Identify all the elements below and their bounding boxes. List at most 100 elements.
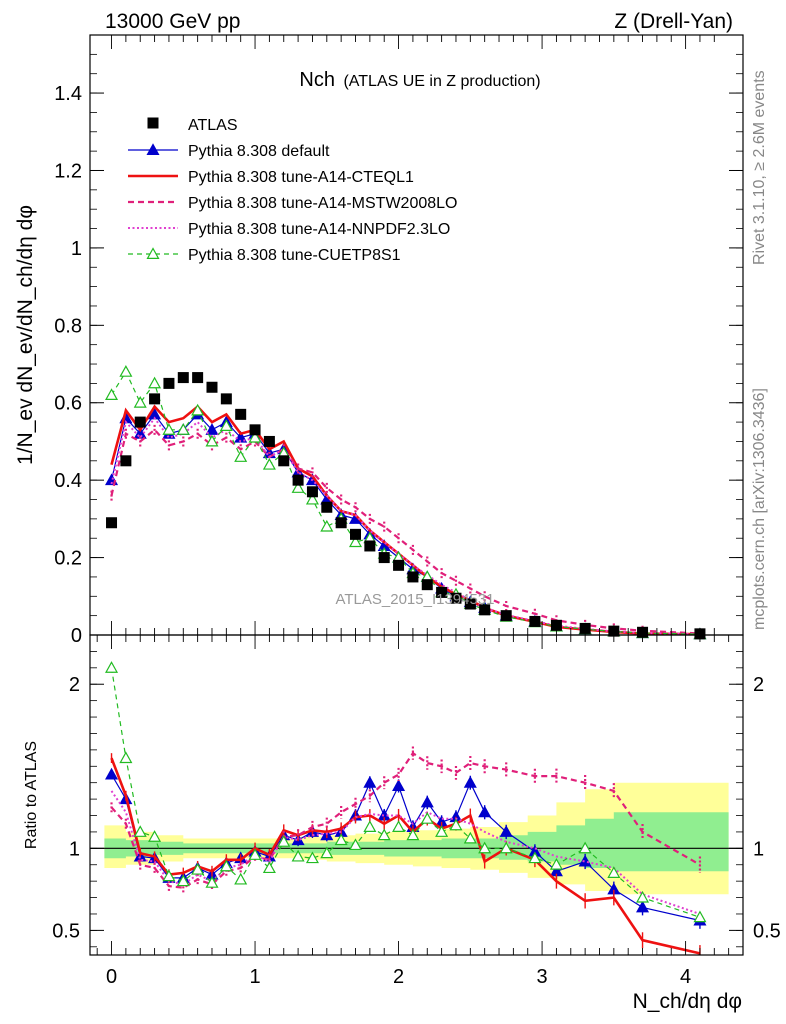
ratio-point-cuetp8s1 [528, 851, 542, 864]
ratio-point-default [420, 795, 434, 808]
ratio-point-cuetp8s1 [435, 825, 449, 837]
data-point-cuetp8s1 [248, 430, 262, 443]
header-left: 13000 GeV pp [105, 10, 240, 33]
x-tick-label: 2 [393, 966, 404, 988]
legend-marker-default [146, 143, 160, 155]
x-tick-label: 3 [537, 966, 548, 988]
data-point-atlas [149, 393, 161, 405]
ratio-point-cuetp8s1 [549, 858, 563, 870]
ratio-y-tick-label-right: 2 [753, 674, 764, 696]
data-point-cuetp8s1 [119, 365, 133, 377]
series-line-mstw [110, 751, 701, 889]
plot-title: Nch (ATLAS UE in Z production) [299, 69, 540, 91]
y-tick-label: 1.2 [54, 160, 82, 182]
x-tick-label: 1 [249, 966, 260, 988]
ratio-point-cuetp8s1 [148, 830, 162, 842]
rivet-label: Rivet 3.1.10, ≥ 2.6M events [751, 70, 768, 265]
ratio-point-cuetp8s1 [162, 869, 176, 882]
ratio-point-default [578, 854, 592, 867]
ratio-y-axis: 0.5 0.5 1 1 2 2 [52, 651, 781, 948]
data-point-atlas [292, 474, 304, 486]
data-point-cuetp8s1 [205, 434, 219, 447]
x-axis: 0 1 2 3 4 [96, 635, 730, 988]
data-point-atlas [206, 381, 218, 393]
y-tick-label: 0.4 [54, 470, 82, 492]
main-y-axis-label: 1/N_ev dN_ev/dN_ch/dη dφ [14, 205, 37, 465]
ratio-y-tick-label: 1 [69, 838, 80, 860]
ratio-point-default [363, 775, 377, 788]
data-point-atlas [192, 372, 204, 384]
main-panel: 0 0.2 0.4 0.6 0.8 1 1.2 1.4 1/N_ev dN_ev/dN_ch/… [14, 34, 744, 647]
ratio-point-default [636, 900, 650, 913]
ratio-point-cuetp8s1 [363, 820, 377, 833]
legend-label-default: Pythia 8.308 default [188, 143, 330, 160]
legend: ATLAS Pythia 8.308 default Pythia 8.308 tu… [128, 117, 457, 264]
watermark: ATLAS_2015_I1394531 [335, 591, 494, 608]
ratio-point-cuetp8s1 [578, 841, 592, 854]
series-line-cteql1 [110, 757, 701, 955]
data-point-cuetp8s1 [234, 450, 248, 462]
ratio-y-axis-label: Ratio to ATLAS [23, 741, 40, 849]
ratio-point-default [478, 805, 492, 818]
legend-marker-cuetp8s1 [146, 247, 160, 259]
ratio-y-tick-label: 2 [69, 674, 80, 696]
ratio-point-cuetp8s1 [205, 876, 219, 888]
legend-label-mstw: Pythia 8.308 tune-A14-MSTW2008LO [188, 195, 457, 212]
data-point-atlas [263, 435, 275, 447]
legend-label-nnpdf: Pythia 8.308 tune-A14-NNPDF2.3LO [188, 221, 450, 238]
ratio-point-cuetp8s1 [191, 862, 205, 875]
data-point-cuetp8s1 [262, 457, 276, 470]
ratio-point-default [499, 825, 513, 837]
ratio-frame [89, 634, 744, 956]
data-point-atlas [235, 408, 247, 420]
ratio-point-cuetp8s1 [693, 910, 707, 923]
x-axis-label: N_ch/dη dφ [633, 990, 742, 1013]
legend-marker-atlas [147, 117, 159, 129]
data-point-atlas [407, 571, 419, 583]
data-point-atlas [249, 424, 261, 436]
y-tick-label: 0.6 [54, 393, 82, 415]
ratio-point-cuetp8s1 [320, 846, 334, 859]
ratio-point-cuetp8s1 [463, 831, 477, 844]
data-point-cuetp8s1 [191, 403, 205, 416]
data-point-atlas [220, 393, 232, 405]
svg-text:Nch (ATLAS UE in Z pro: Nch (ATLAS UE in Z production) [299, 69, 540, 91]
ratio-point-cuetp8s1 [348, 838, 363, 851]
legend-label-cteql1: Pythia 8.308 tune-A14-CTEQL1 [188, 169, 414, 186]
ratio-point-cuetp8s1 [420, 812, 434, 824]
data-point-cuetp8s1 [291, 481, 305, 493]
data-point-atlas [321, 501, 333, 513]
data-point-atlas [464, 598, 476, 610]
data-point-atlas [120, 455, 132, 467]
data-point-cuetp8s1 [162, 423, 176, 435]
data-point-atlas [421, 579, 433, 591]
plot-title-sub: (ATLAS UE in Z production) [343, 73, 540, 90]
data-point-atlas [306, 486, 318, 498]
series-line-nnpdf [110, 416, 700, 636]
data-point-atlas [177, 372, 189, 384]
uncertainty-band-inner [104, 812, 729, 872]
ratio-point-cuetp8s1 [449, 818, 463, 831]
ratio-point-cuetp8s1 [219, 859, 233, 872]
ratio-point-cuetp8s1 [499, 841, 513, 854]
data-point-atlas [479, 604, 491, 616]
data-point-cuetp8s1 [105, 388, 119, 400]
data-point-atlas [450, 592, 462, 604]
y-tick-label: 1 [71, 238, 82, 260]
data-point-atlas [550, 619, 562, 631]
data-point-atlas [364, 540, 376, 552]
ratio-y-tick-label-right: 0.5 [753, 920, 781, 942]
ratio-point-default [392, 779, 406, 791]
data-point-atlas [378, 552, 390, 564]
ratio-panel: 0.5 0.5 1 1 2 2 0 1 2 3 4 Ratio to ATLAS N_ch/dη … [23, 634, 781, 1013]
data-point-cuetp8s1 [176, 423, 190, 435]
ratio-point-cuetp8s1 [234, 872, 248, 885]
data-point-atlas [500, 610, 512, 622]
header-right: Z (Drell-Yan) [614, 10, 733, 33]
data-point-cuetp8s1 [320, 519, 334, 532]
x-tick-label: 0 [106, 966, 117, 988]
ratio-point-cuetp8s1 [334, 833, 348, 846]
data-point-cuetp8s1 [348, 535, 363, 548]
data-point-atlas [529, 615, 541, 627]
